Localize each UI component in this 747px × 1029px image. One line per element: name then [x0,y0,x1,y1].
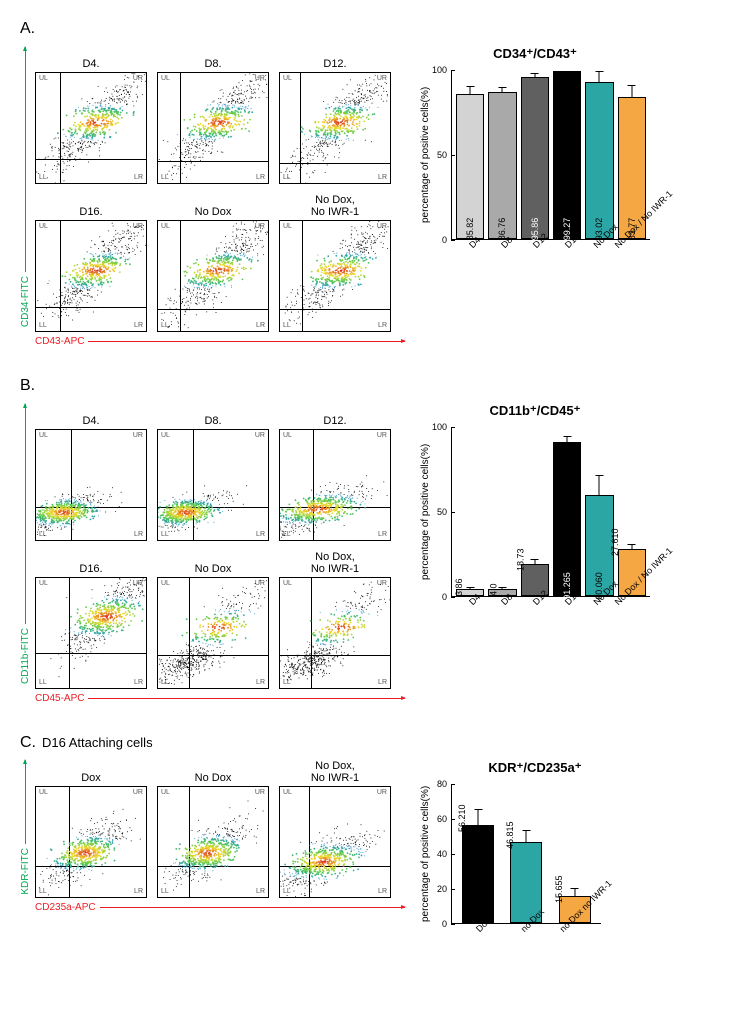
bar: 93.02No Dox [585,70,613,239]
bar: 4.0D8 [488,427,516,596]
panel-c-yaxis: KDR-FITC [20,848,31,895]
chart-c-ylabel: percentage of positive cells(%) [420,784,431,924]
x-arrow-icon [88,698,405,699]
bar: 3.86D4 [456,427,484,596]
fc-plot: No DoxULURLLLR [157,760,269,898]
ytick: 50 [437,507,451,517]
ytick: 0 [442,592,451,602]
fc-plot-title: D8. [204,403,221,427]
bar: 99.27D16 [553,70,581,239]
fc-plot-title: Dox [81,760,101,784]
chart-a: CD34⁺/CD43⁺ percentage of positive cells… [420,46,650,295]
x-arrow-icon [100,907,405,908]
fc-plot: No DoxULURLLLR [157,551,269,689]
fc-plot-title: D8. [204,46,221,70]
fc-plot: DoxULURLLLR [35,760,147,898]
bar: 86.76D8 [488,70,516,239]
fc-plot-title: No Dox,No IWR-1 [311,194,359,218]
section-c: C. D16 Attaching cells KDR-FITC DoxULURL… [20,734,727,979]
chart-b-ylabel: percentage of positive cells(%) [420,427,431,597]
fc-plot: D16.ULURLLLR [35,551,147,689]
section-c-label: C. [20,734,36,752]
section-c-subtitle: D16 Attaching cells [42,735,153,750]
bar: 95.86D12 [521,70,549,239]
fc-plot: D12.ULURLLLR [279,403,391,541]
panel-b-xaxis-wrap: CD45-APC [35,693,405,704]
bar-value: 15.655 [554,875,564,903]
bar: 18.73D12 [521,427,549,596]
fc-plot: No Dox,No IWR-1ULURLLLR [279,760,391,898]
bar: 46.815no Dox [510,784,542,923]
fc-plot-title: No Dox [195,551,232,575]
fc-plot: No DoxULURLLLR [157,194,269,332]
bar: 85.82D4 [456,70,484,239]
ytick: 100 [432,422,451,432]
fc-plot: D12.ULURLLLR [279,46,391,184]
section-b: B. CD11b-FITC D4.ULURLLLRD8.ULURLLLRD12.… [20,377,727,704]
fc-plot-title: D16. [79,194,102,218]
fc-plot-title: No Dox [195,194,232,218]
bar-value: 56.210 [457,805,467,833]
fc-plot-title: D4. [82,403,99,427]
fc-plot-title: No Dox,No IWR-1 [311,551,359,575]
fc-plot-title: D12. [323,46,346,70]
bar-value: 3.86 [454,579,464,597]
bar-value: 18.73 [516,549,526,572]
fc-plot-title: D4. [82,46,99,70]
ytick: 50 [437,150,451,160]
ytick: 20 [437,884,451,894]
fc-plot-title: D12. [323,403,346,427]
ytick: 40 [437,849,451,859]
panel-c-xaxis: CD235a-APC [35,902,96,913]
fc-grid-b: D4.ULURLLLRD8.ULURLLLRD12.ULURLLLR D16.UL… [35,403,405,689]
ytick: 0 [442,919,451,929]
ytick: 60 [437,814,451,824]
chart-c: KDR⁺/CD235a⁺ percentage of positive cell… [420,760,650,979]
panel-a-yaxis: CD34-FITC [20,276,31,327]
fc-plot: No Dox,No IWR-1ULURLLLR [279,194,391,332]
bar: 15.655no Dox no IWR-1 [559,784,591,923]
fc-plot-title: No Dox,No IWR-1 [311,760,359,784]
bar: 56.210Dox [462,784,494,923]
chart-b-title: CD11b⁺/CD45⁺ [420,403,650,419]
panel-b-yaxis: CD11b-FITC [20,628,31,684]
bar: 91.265D16 [553,427,581,596]
x-arrow-icon [88,341,405,342]
panel-c-xaxis-wrap: CD235a-APC [35,902,405,913]
fc-plot: D4.ULURLLLR [35,46,147,184]
fc-plot-title: D16. [79,551,102,575]
fc-plot: No Dox,No IWR-1ULURLLLR [279,551,391,689]
fc-plot: D8.ULURLLLR [157,403,269,541]
chart-a-ylabel: percentage of positive cells(%) [420,70,431,240]
ytick: 80 [437,779,451,789]
section-a: A. CD34-FITC D4.ULURLLLRD8.ULURLLLRD12.U… [20,20,727,347]
chart-c-title: KDR⁺/CD235a⁺ [420,760,650,776]
bar: 60.060No Dox [585,427,613,596]
bar-value: 27.610 [611,529,621,557]
bar-value: 4.0 [489,584,499,597]
fc-grid-a: D4.ULURLLLRD8.ULURLLLRD12.ULURLLLR D16.UL… [35,46,405,332]
fc-plot: D4.ULURLLLR [35,403,147,541]
panel-a-xaxis: CD43-APC [35,336,84,347]
fc-plot: D16.ULURLLLR [35,194,147,332]
section-a-label: A. [20,20,727,38]
chart-a-title: CD34⁺/CD43⁺ [420,46,650,62]
panel-a-xaxis-wrap: CD43-APC [35,336,405,347]
fc-plot-title: No Dox [195,760,232,784]
chart-b: CD11b⁺/CD45⁺ percentage of positive cell… [420,403,650,652]
ytick: 0 [442,235,451,245]
panel-b-xaxis: CD45-APC [35,693,84,704]
fc-grid-c: DoxULURLLLRNo DoxULURLLLRNo Dox,No IWR-1… [35,760,405,898]
section-b-label: B. [20,377,727,395]
bar-value: 46.815 [506,821,516,849]
bar: 27.610No Dox / No IWR-1 [618,427,646,596]
ytick: 100 [432,65,451,75]
bar: 83.77No Dox / No IWR-1 [618,70,646,239]
fc-plot: D8.ULURLLLR [157,46,269,184]
